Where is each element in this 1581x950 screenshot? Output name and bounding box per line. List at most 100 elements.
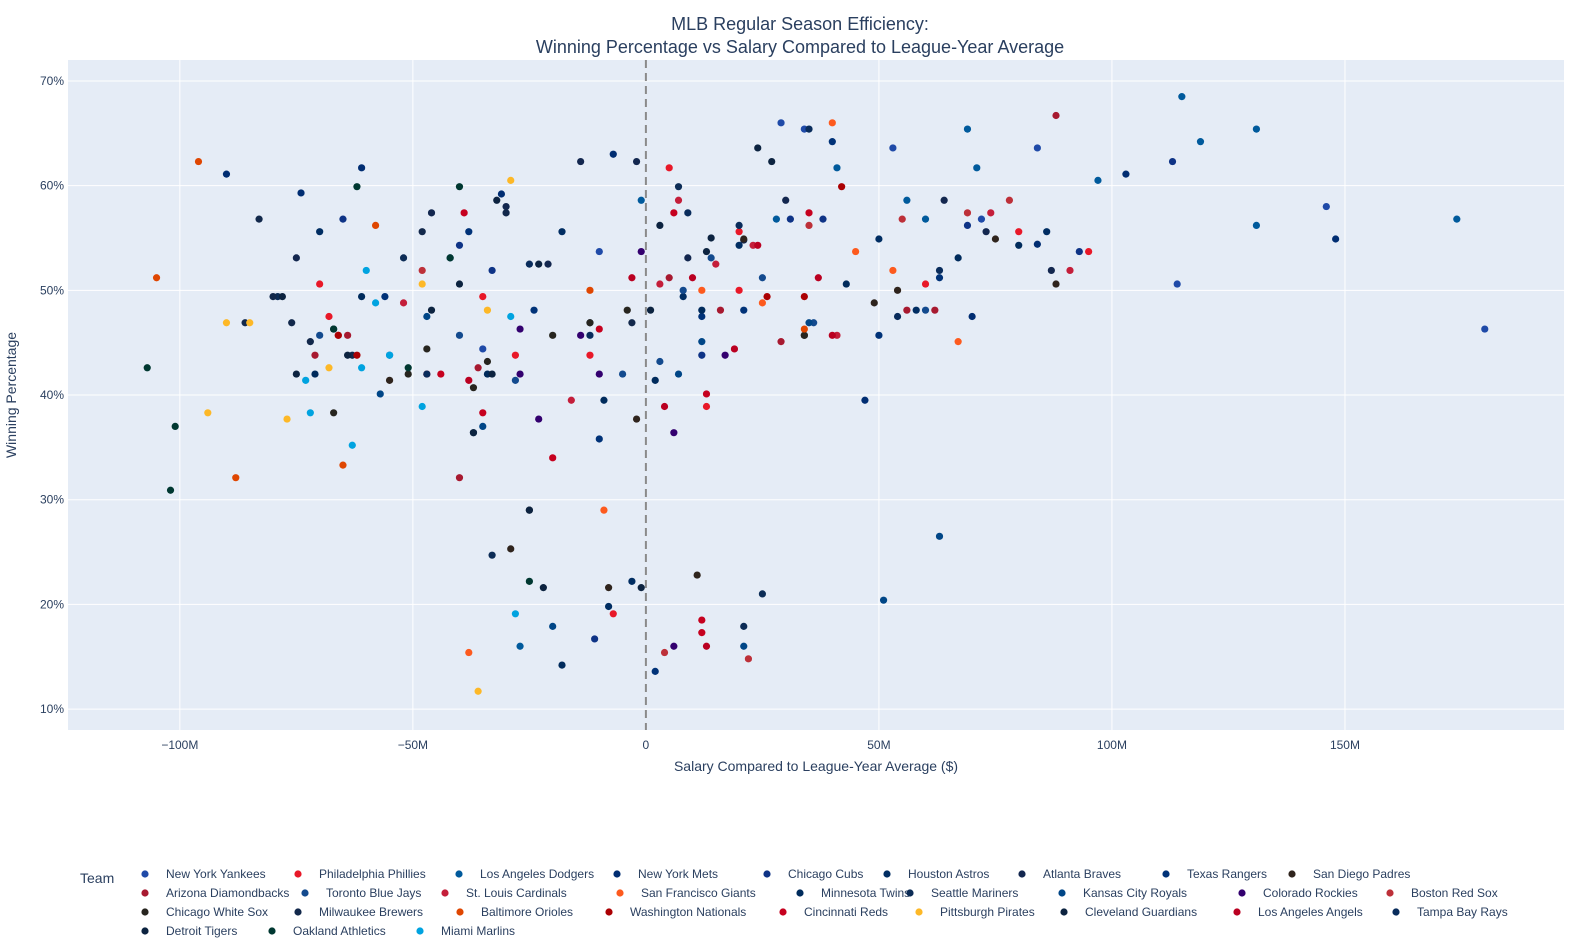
data-point — [404, 370, 412, 378]
x-axis-ticks: −100M −50M 0 50M 100M 150M — [161, 738, 1360, 752]
data-point — [618, 370, 627, 378]
data-point — [479, 422, 487, 431]
data-point — [469, 429, 478, 437]
data-point — [609, 610, 617, 618]
data-point — [339, 215, 347, 223]
data-point — [292, 254, 300, 262]
legend-marker — [1238, 889, 1246, 897]
data-point — [507, 176, 515, 184]
data-point — [1196, 138, 1205, 146]
data-point — [222, 319, 231, 327]
data-point — [665, 164, 673, 172]
data-point — [828, 331, 836, 339]
data-point — [455, 280, 464, 288]
data-point — [418, 266, 426, 275]
data-points — [143, 93, 1489, 695]
data-point — [660, 402, 669, 411]
data-point — [740, 622, 748, 630]
data-point — [255, 215, 263, 223]
data-point — [474, 364, 482, 372]
data-point — [912, 306, 920, 314]
data-point — [702, 402, 711, 411]
chart-title-line2: Winning Percentage vs Salary Compared to… — [536, 37, 1064, 57]
data-point — [819, 215, 827, 223]
data-point — [1332, 235, 1340, 243]
y-tick-label: 70% — [40, 74, 64, 88]
data-point — [479, 345, 487, 353]
legend-label: Los Angeles Angels — [1258, 905, 1363, 919]
data-point — [549, 454, 557, 462]
data-point — [595, 247, 603, 256]
data-point — [302, 376, 310, 384]
data-point — [670, 429, 678, 437]
legend-marker — [141, 889, 149, 897]
data-point — [511, 610, 520, 618]
data-point — [921, 280, 930, 288]
data-point — [479, 292, 487, 301]
data-point — [339, 461, 347, 469]
data-point — [712, 260, 720, 268]
data-point — [754, 144, 762, 152]
legend-marker — [1233, 908, 1241, 916]
y-tick-label: 30% — [40, 493, 64, 507]
data-point — [348, 441, 356, 449]
data-point — [977, 215, 986, 223]
y-axis-ticks: 10% 20% 30% 40% 50% 60% 70% — [40, 74, 64, 716]
data-point — [539, 584, 547, 592]
data-point — [437, 370, 445, 378]
data-point — [516, 325, 524, 333]
data-point — [330, 409, 338, 417]
data-point — [381, 292, 389, 301]
legend-label: San Diego Padres — [1313, 867, 1410, 881]
data-point — [1052, 111, 1060, 120]
legend-label: Texas Rangers — [1187, 867, 1267, 881]
legend-marker — [763, 870, 771, 878]
legend-label: Colorado Rockies — [1263, 886, 1358, 900]
data-point — [1173, 280, 1181, 288]
legend-label: Milwaukee Brewers — [319, 905, 423, 919]
data-point — [838, 183, 846, 191]
data-point — [595, 370, 603, 378]
data-point — [735, 241, 743, 249]
data-point — [1122, 170, 1130, 178]
data-point — [768, 157, 776, 166]
data-point — [423, 370, 431, 378]
data-point — [385, 351, 394, 359]
legend-marker — [906, 889, 914, 897]
data-point — [455, 474, 464, 482]
data-point — [549, 331, 557, 339]
data-point — [344, 351, 352, 359]
data-point — [968, 312, 976, 321]
data-point — [1066, 266, 1074, 275]
data-point — [735, 286, 743, 294]
data-point — [600, 506, 608, 514]
data-point — [269, 292, 277, 301]
grid-lines — [68, 60, 1564, 730]
legend-marker — [1018, 870, 1026, 878]
legend-label: Los Angeles Dodgers — [480, 867, 594, 881]
data-point — [297, 189, 305, 197]
data-point — [507, 545, 515, 553]
data-point — [246, 319, 254, 327]
data-point — [987, 209, 995, 217]
data-point — [931, 306, 939, 314]
legend-marker — [294, 870, 302, 878]
data-point — [404, 364, 412, 372]
data-point — [605, 602, 613, 611]
legend-label: Kansas City Royals — [1083, 886, 1187, 900]
data-point — [805, 209, 813, 217]
data-point — [656, 221, 664, 230]
data-point — [758, 299, 767, 307]
legend-label: Minnesota Twins — [821, 886, 910, 900]
legend-label: St. Louis Cardinals — [466, 886, 567, 900]
data-point — [786, 215, 794, 223]
data-point — [698, 616, 706, 624]
data-point — [488, 266, 496, 275]
data-point — [670, 209, 678, 217]
legend-marker — [796, 889, 804, 897]
data-point — [800, 292, 808, 301]
data-point — [479, 409, 487, 417]
data-point — [879, 596, 888, 604]
data-point — [670, 642, 678, 650]
data-point — [772, 215, 780, 223]
